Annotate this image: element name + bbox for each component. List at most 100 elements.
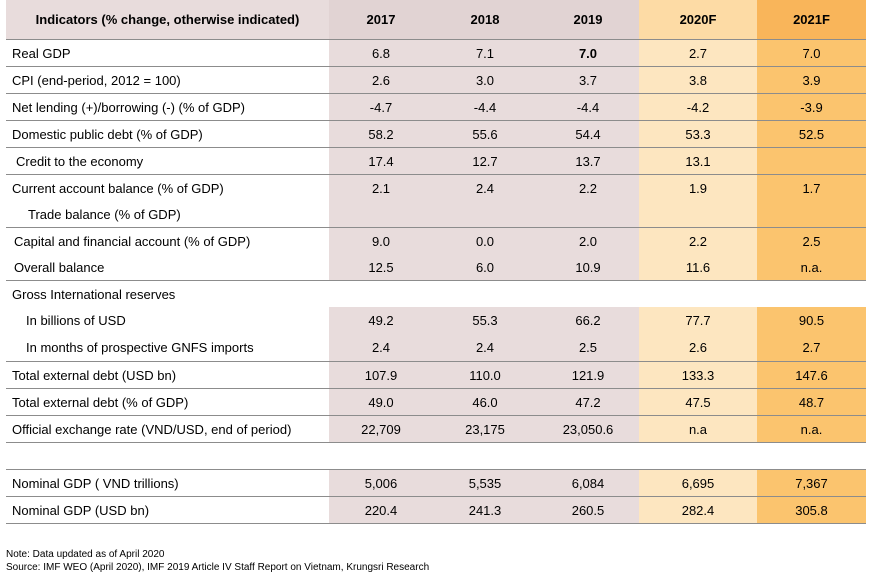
cell-2017: 220.4	[329, 496, 433, 524]
cell-2019	[537, 442, 639, 470]
cell-2020f: 1.9	[639, 174, 757, 201]
header-2019: 2019	[537, 0, 639, 40]
row-label: Official exchange rate (VND/USD, end of …	[6, 415, 329, 443]
cell-2018: 110.0	[433, 361, 537, 389]
header-2018: 2018	[433, 0, 537, 40]
table-row: Total external debt (USD bn) 107.9 110.0 12…	[6, 361, 866, 389]
table-row: Real GDP 6.8 7.1 7.0 2.7 7.0	[6, 39, 866, 67]
cell-2020f: 6,695	[639, 469, 757, 497]
cell-2021f	[757, 147, 866, 175]
row-label: Net lending (+)/borrowing (-) (% of GDP)	[6, 93, 329, 121]
cell-2019	[537, 281, 639, 308]
cell-2019: 10.9	[537, 254, 639, 281]
cell-2019: -4.4	[537, 93, 639, 121]
cell-2019: 121.9	[537, 361, 639, 389]
cell-2021f: 7,367	[757, 469, 866, 497]
cell-2018	[433, 442, 537, 470]
cell-2017: 58.2	[329, 120, 433, 148]
row-label: Capital and financial account (% of GDP)	[14, 233, 251, 249]
cell-2020f: 133.3	[639, 361, 757, 389]
table-row: Gross International reserves	[6, 281, 866, 308]
cell-2018: 241.3	[433, 496, 537, 524]
cell-2018: 6.0	[433, 254, 537, 281]
row-label: Credit to the economy	[6, 147, 329, 175]
cell-2017: 9.0	[329, 227, 433, 254]
header-2017: 2017	[329, 0, 433, 40]
cell-2020f: 77.7	[639, 307, 757, 333]
cell-2017	[329, 281, 433, 308]
header-indicators: Indicators (% change, otherwise indicate…	[6, 0, 329, 40]
cell-2020f: 3.8	[639, 66, 757, 94]
cell-2018: 46.0	[433, 388, 537, 416]
row-label: In billions of USD	[26, 312, 126, 328]
cell-2018	[433, 201, 537, 228]
cell-2017: 5,006	[329, 469, 433, 497]
table-row: In billions of USD 49.2 55.3 66.2 77.7 90.5	[6, 307, 866, 333]
cell-2018: 0.0	[433, 227, 537, 254]
row-label: Overall balance	[6, 254, 329, 281]
cell-2017: 2.4	[329, 333, 433, 362]
notes: Note: Data updated as of April 2020 Sour…	[6, 548, 429, 574]
table-row: Total external debt (% of GDP) 49.0 46.0 47…	[6, 388, 866, 416]
cell-2020f: 13.1	[639, 147, 757, 175]
table-row: Official exchange rate (VND/USD, end of …	[6, 415, 866, 443]
economic-indicators-table: Indicators (% change, otherwise indicate…	[6, 0, 866, 524]
cell-2020f: 2.7	[639, 39, 757, 67]
cell-2019: 2.2	[537, 174, 639, 201]
cell-2020f: 2.2	[639, 227, 757, 254]
row-label: Total external debt (% of GDP)	[6, 388, 329, 416]
cell-2017	[329, 442, 433, 470]
cell-2021f: 2.5	[757, 227, 866, 254]
cell-2017: -4.7	[329, 93, 433, 121]
table-row: Nominal GDP ( VND trillions) 5,006 5,535 6,…	[6, 469, 866, 497]
table-row: Credit to the economy 17.4 12.7 13.7 13.1	[6, 147, 866, 175]
cell-2020f: 53.3	[639, 120, 757, 148]
cell-2020f: 2.6	[639, 333, 757, 362]
table-row: Nominal GDP (USD bn) 220.4 241.3 260.5 282.4…	[6, 496, 866, 524]
table-row: In months of prospective GNFS imports 2.4…	[6, 333, 866, 362]
source-note: Source: IMF WEO (April 2020), IMF 2019 A…	[6, 562, 430, 573]
table-row: Capital and financial account (% of GDP)…	[6, 227, 866, 254]
cell-2017: 17.4	[329, 147, 433, 175]
cell-2021f	[757, 201, 866, 228]
cell-2018: 55.6	[433, 120, 537, 148]
cell-2019: 3.7	[537, 66, 639, 94]
header-2020f: 2020F	[639, 0, 757, 40]
cell-2021f: 147.6	[757, 361, 866, 389]
cell-2018: 23,175	[433, 415, 537, 443]
cell-2020f	[639, 442, 757, 470]
cell-2019: 260.5	[537, 496, 639, 524]
cell-2018: 12.7	[433, 147, 537, 175]
cell-2018	[433, 281, 537, 308]
row-label: In months of prospective GNFS imports	[6, 333, 329, 362]
cell-2019: 66.2	[537, 307, 639, 333]
table-row: Current account balance (% of GDP) 2.1 2.4…	[6, 174, 866, 201]
cell-2018: 2.4	[433, 174, 537, 201]
cell-2021f: 52.5	[757, 120, 866, 148]
table-row	[6, 442, 866, 470]
row-label: Current account balance (% of GDP)	[12, 180, 224, 196]
cell-2020f: 11.6	[639, 254, 757, 281]
cell-2018: -4.4	[433, 93, 537, 121]
row-label: Total external debt (USD bn)	[6, 361, 329, 389]
cell-2021f: 7.0	[757, 39, 866, 67]
cell-2018: 55.3	[433, 307, 537, 333]
header-2021f: 2021F	[757, 0, 866, 40]
cell-2020f: n.a	[639, 415, 757, 443]
cell-2019: 6,084	[537, 469, 639, 497]
cell-2018: 3.0	[433, 66, 537, 94]
row-label: Domestic public debt (% of GDP)	[6, 120, 329, 148]
cell-2021f: 1.7	[757, 174, 866, 201]
table-row: Domestic public debt (% of GDP) 58.2 55.6 5…	[6, 120, 866, 148]
cell-2017: 49.0	[329, 388, 433, 416]
cell-2021f: 3.9	[757, 66, 866, 94]
cell-2019: 47.2	[537, 388, 639, 416]
row-label: Real GDP	[6, 39, 329, 67]
row-label: Gross International reserves	[12, 286, 176, 302]
cell-2017: 12.5	[329, 254, 433, 281]
table-header-row: Indicators (% change, otherwise indicate…	[6, 0, 866, 40]
cell-2019: 13.7	[537, 147, 639, 175]
cell-2017: 107.9	[329, 361, 433, 389]
cell-2021f: 305.8	[757, 496, 866, 524]
cell-2020f: 47.5	[639, 388, 757, 416]
